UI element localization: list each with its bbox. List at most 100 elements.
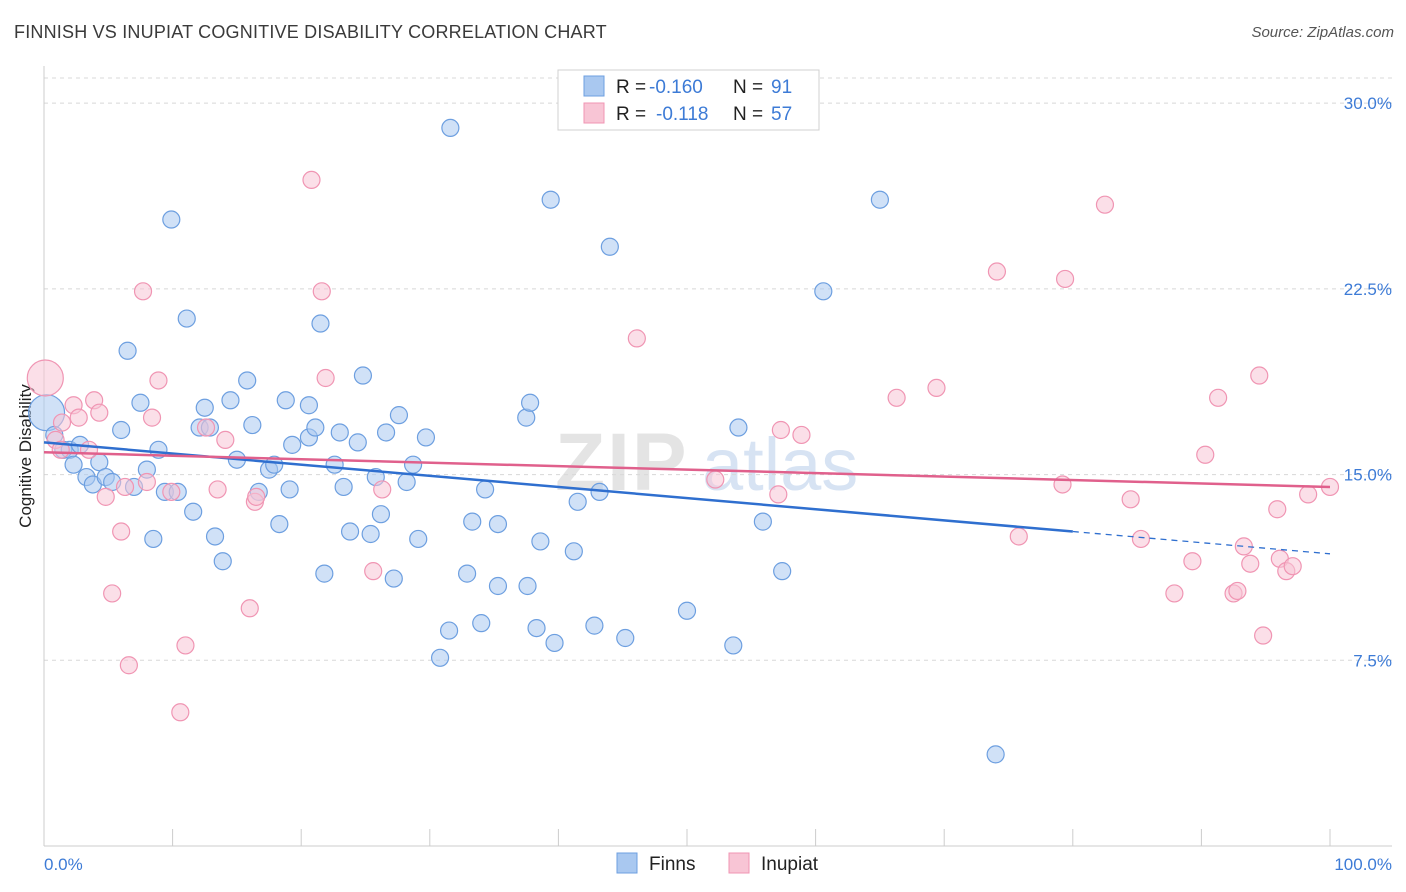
stats-n-value: 91 [771,77,792,98]
stats-n-label: N = [733,77,763,98]
finns-point [265,455,284,474]
inupiat-point [52,413,72,432]
inupiat-point [1009,527,1028,546]
inupiat-point [1283,557,1302,576]
inupiat-point [627,329,646,348]
finns-point [585,616,604,635]
inupiat-point [103,584,122,603]
finns-point [488,514,508,534]
inupiat-point [115,477,135,497]
inupiat-point [1196,445,1215,464]
finns-point [144,529,163,549]
finns-point [568,492,587,511]
finns-point [527,618,546,638]
finns-point [334,477,353,497]
finns-point [724,636,743,655]
inupiat-point [1241,554,1260,573]
inupiat-point [1055,269,1075,289]
inupiat-point [792,425,811,445]
finns-point [243,415,262,435]
inupiat-point [1183,552,1202,571]
chart-title: FINNISH VS INUPIAT COGNITIVE DISABILITY … [14,22,607,42]
inupiat-point [987,262,1007,281]
legend-swatch-finns [616,852,638,874]
finns-point [600,237,619,256]
finns-point [384,569,403,588]
x-tick-label: 0.0% [44,855,83,874]
inupiat-point [1250,366,1269,385]
inupiat-point [1121,490,1140,509]
finns-point [430,648,450,667]
stats-r-value: -0.160 [649,77,703,98]
inupiat-point [26,359,64,397]
inupiat-point [133,282,153,301]
finns-point [521,393,540,412]
finns-point [270,514,289,534]
finns-point [472,614,491,633]
inupiat-point [1209,388,1228,407]
inupiat-point [887,388,906,407]
x-tick-label: 100.0% [1334,855,1392,874]
finns-point [409,529,428,549]
finns-point [986,745,1005,764]
stats-legend-swatch [583,75,605,97]
stats-n-label: N = [733,104,763,125]
finns-point [371,505,391,524]
y-tick-label: 30.0% [1344,94,1392,113]
inupiat-point [706,470,725,489]
finns-point [280,480,299,499]
inupiat-trend-line [43,451,1331,489]
inupiat-point [90,403,109,422]
inupiat-point [240,599,259,618]
finns-point [518,576,537,596]
finns-point [112,420,131,440]
y-tick-label: 7.5% [1353,651,1392,670]
stats-n-value: 57 [771,104,792,125]
inupiat-point [162,482,181,502]
inupiat-point [176,636,195,655]
inupiat-point [1254,626,1273,645]
inupiat-point [196,418,216,437]
finns-point [814,282,833,301]
finns-point [531,532,550,551]
finns-point [340,522,360,541]
finns-point [205,527,225,546]
inupiat-point [316,368,335,388]
inupiat-point [769,485,788,504]
finns-point [677,601,697,620]
stats-r-label: R = [616,104,646,125]
inupiat-point [364,562,383,581]
inupiat-point [927,378,946,398]
inupiat-point [149,371,168,390]
finns-point [416,428,436,447]
finns-point [457,564,477,583]
inupiat-point [137,472,156,492]
finns-point [441,118,460,138]
finns-point [131,393,150,412]
inupiat-point [119,656,138,675]
stats-r-value: -0.118 [656,104,708,125]
inupiat-point [302,170,321,190]
inupiat-point [771,420,790,440]
finns-point [463,512,482,531]
finns-point [870,190,890,209]
inupiat-point [1299,485,1318,504]
finns-point [213,552,232,571]
inupiat-point [1268,500,1287,519]
inupiat-point [1234,537,1253,556]
inupiat-point [79,440,99,459]
finns-point [64,455,83,474]
finns-point [773,562,792,581]
inupiat-point [1228,581,1247,601]
stats-legend-swatch [583,102,605,124]
finns-point [397,472,416,492]
finns-point [488,576,508,596]
inupiat-point [69,408,88,427]
inupiat-point [1131,529,1151,549]
legend-label-inupiat: Inupiat [761,854,819,875]
finns-point [330,423,349,442]
finns-point [315,564,334,583]
finns-point [299,396,319,415]
finns-point [276,391,295,410]
inupiat-point [312,282,331,301]
